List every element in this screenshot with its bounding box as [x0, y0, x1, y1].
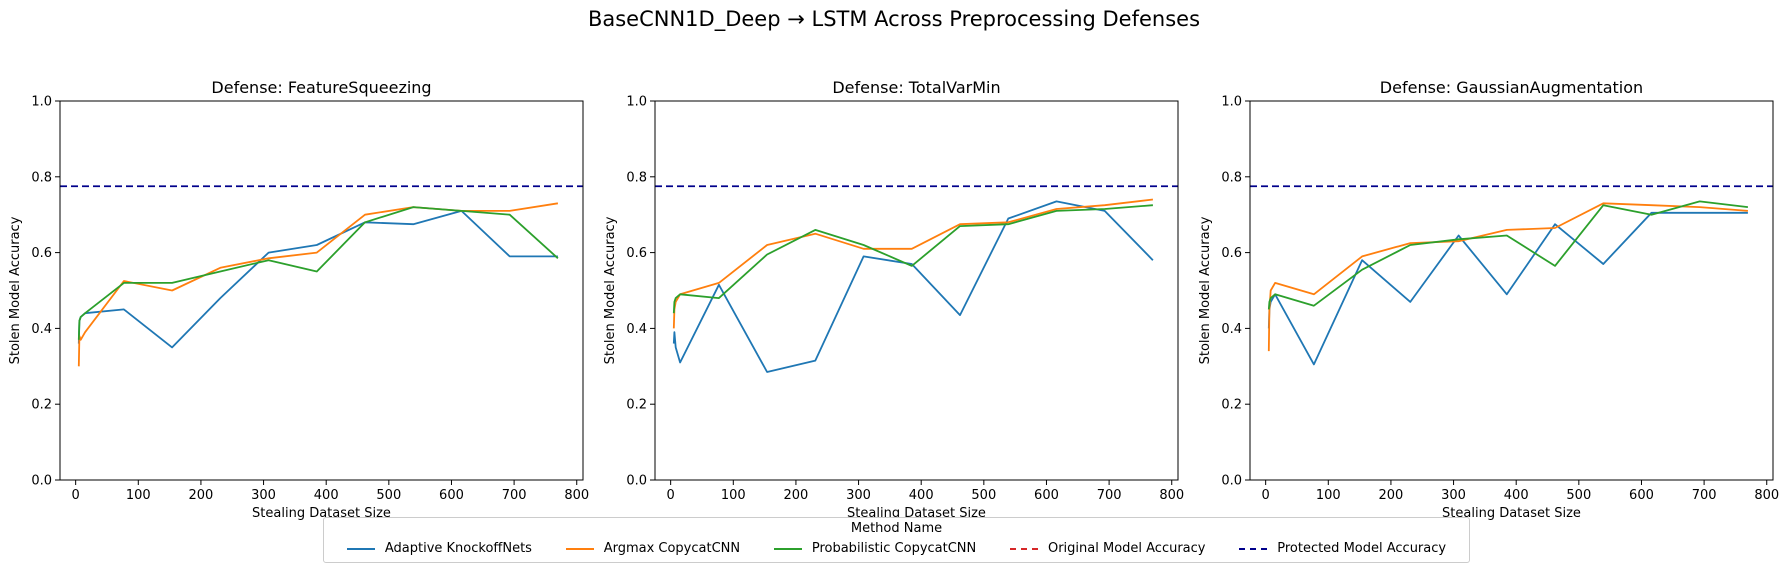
- y-tick-label: 1.0: [1221, 95, 1242, 110]
- x-tick-label: 300: [251, 488, 276, 503]
- legend-entry-original-model-accuracy: Original Model Accuracy: [1009, 541, 1206, 556]
- legend-entry-probabilistic-copycatcnn: Probabilistic CopycatCNN: [773, 541, 977, 556]
- series-line-probabilistic-copycatcnn: [1267, 200, 1749, 310]
- x-tick-label: 800: [1754, 488, 1779, 503]
- legend-swatch: [1009, 547, 1038, 550]
- series-line-adaptive-knockoffnets: [672, 200, 1154, 373]
- x-tick-label: 400: [909, 488, 934, 503]
- y-axis-label: Stolen Model Accuracy: [603, 216, 618, 364]
- legend-swatch: [1239, 547, 1268, 550]
- subplot-2: Defense: TotalVarMin 0 100 200 300 400 500 600 7…: [603, 78, 1184, 521]
- axes-frame: [59, 100, 584, 481]
- axes-frame: [654, 100, 1179, 481]
- x-tick-label: 500: [376, 488, 401, 503]
- series-line-adaptive-knockoffnets: [1267, 211, 1748, 366]
- legend-label: Protected Model Accuracy: [1277, 541, 1447, 556]
- x-tick-label: 600: [1629, 488, 1654, 503]
- legend-label: Probabilistic CopycatCNN: [811, 541, 977, 556]
- axes-frame: [1249, 100, 1774, 481]
- legend-entry-argmax-copycatcnn: Argmax CopycatCNN: [565, 541, 741, 556]
- x-tick-label: 100: [126, 488, 151, 503]
- legend-label: Argmax CopycatCNN: [603, 541, 741, 556]
- y-tick-label: 0.0: [31, 474, 52, 489]
- subplot-3: Defense: GaussianAugmentation 0 100 200 300 4…: [1198, 78, 1779, 521]
- x-tick-label: 300: [846, 488, 871, 503]
- series-line-argmax-copycatcnn: [672, 198, 1154, 329]
- y-tick-label: 0.6: [1221, 246, 1242, 261]
- x-tick-label: 200: [189, 488, 214, 503]
- x-tick-label: 100: [721, 488, 746, 503]
- x-tick-label: 700: [1692, 488, 1717, 503]
- legend-entry-protected-model-accuracy: Protected Model Accuracy: [1239, 541, 1446, 556]
- x-axis-label: Stealing Dataset Size: [1442, 506, 1581, 521]
- y-tick-label: 1.0: [626, 95, 647, 110]
- y-tick-label: 0.4: [1221, 322, 1242, 337]
- x-tick-label: 0: [72, 488, 80, 503]
- y-tick-label: 0.8: [1221, 170, 1242, 185]
- y-tick-label: 0.8: [31, 170, 52, 185]
- legend-label: Adaptive KnockoffNets: [384, 541, 532, 556]
- series-line-probabilistic-copycatcnn: [672, 204, 1153, 314]
- subplot-title: Defense: GaussianAugmentation: [1380, 78, 1643, 97]
- figure-title: BaseCNN1D_Deep → LSTM Across Preprocessi…: [588, 7, 1200, 32]
- x-tick-label: 400: [1504, 488, 1529, 503]
- y-tick-label: 0.6: [31, 246, 52, 261]
- plot-area: [1250, 185, 1773, 366]
- x-tick-label: 300: [1441, 488, 1466, 503]
- x-tick-label: 200: [1379, 488, 1404, 503]
- y-tick-label: 0.2: [1221, 398, 1242, 413]
- series-line-argmax-copycatcnn: [77, 202, 559, 367]
- series-line-probabilistic-copycatcnn: [77, 206, 559, 340]
- legend-label: Original Model Accuracy: [1047, 541, 1206, 556]
- x-tick-label: 700: [1097, 488, 1122, 503]
- y-tick-label: 0.0: [626, 474, 647, 489]
- y-tick-label: 0.6: [626, 246, 647, 261]
- y-tick-label: 0.0: [1221, 474, 1242, 489]
- plot-area: [60, 185, 583, 367]
- series-line-argmax-copycatcnn: [1267, 202, 1748, 352]
- legend-entry-adaptive-knockoffnets: Adaptive KnockoffNets: [346, 541, 532, 556]
- y-axis-label: Stolen Model Accuracy: [8, 216, 23, 364]
- x-tick-label: 500: [971, 488, 996, 503]
- y-tick-label: 0.2: [626, 398, 647, 413]
- legend-swatch: [773, 547, 802, 550]
- y-tick-label: 0.2: [31, 398, 52, 413]
- x-tick-label: 800: [564, 488, 589, 503]
- x-tick-label: 100: [1316, 488, 1341, 503]
- x-tick-label: 400: [314, 488, 339, 503]
- legend-title: Method Name: [850, 521, 943, 536]
- subplot-1: Defense: FeatureSqueezing 0 100 200 300 400 50…: [8, 78, 589, 521]
- plot-area: [655, 185, 1178, 373]
- x-tick-label: 600: [439, 488, 464, 503]
- x-tick-label: 600: [1034, 488, 1059, 503]
- y-tick-label: 0.4: [626, 322, 647, 337]
- subplot-title: Defense: FeatureSqueezing: [211, 78, 431, 97]
- x-tick-label: 0: [1262, 488, 1270, 503]
- x-tick-label: 700: [502, 488, 527, 503]
- x-tick-label: 800: [1159, 488, 1184, 503]
- subplot-title: Defense: TotalVarMin: [832, 78, 1000, 97]
- y-tick-label: 0.8: [626, 170, 647, 185]
- y-tick-label: 1.0: [31, 95, 52, 110]
- series-line-adaptive-knockoffnets: [77, 209, 558, 349]
- x-tick-label: 500: [1566, 488, 1591, 503]
- y-tick-label: 0.4: [31, 322, 52, 337]
- legend-swatch: [565, 547, 594, 550]
- legend: Method Name Adaptive KnockoffNets Argmax…: [323, 517, 1470, 563]
- x-tick-label: 200: [784, 488, 809, 503]
- legend-swatch: [346, 547, 375, 550]
- y-axis-label: Stolen Model Accuracy: [1198, 216, 1213, 364]
- x-tick-label: 0: [667, 488, 675, 503]
